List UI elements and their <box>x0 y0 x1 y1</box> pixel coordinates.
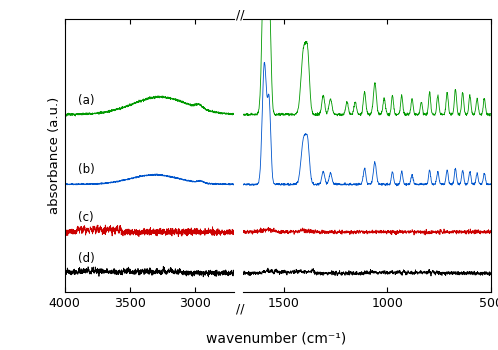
Y-axis label: absorbance (a.u.): absorbance (a.u.) <box>48 97 61 214</box>
Text: //: // <box>236 8 245 21</box>
Text: (b): (b) <box>78 163 95 176</box>
Text: //: // <box>236 302 245 315</box>
Text: (c): (c) <box>78 211 94 224</box>
Text: wavenumber (cm⁻¹): wavenumber (cm⁻¹) <box>206 332 347 346</box>
Text: (a): (a) <box>78 93 94 106</box>
Text: (d): (d) <box>78 252 95 265</box>
